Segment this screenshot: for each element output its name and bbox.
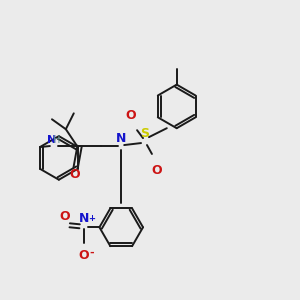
Text: N: N xyxy=(47,135,56,145)
Text: N: N xyxy=(78,212,89,225)
Text: N: N xyxy=(116,132,126,145)
Text: O: O xyxy=(78,249,89,262)
Text: S: S xyxy=(140,127,149,140)
Text: O: O xyxy=(59,210,70,223)
Text: -: - xyxy=(89,248,94,258)
Text: +: + xyxy=(88,214,95,223)
Text: O: O xyxy=(126,109,136,122)
Text: H: H xyxy=(53,135,61,145)
Text: O: O xyxy=(152,164,162,177)
Text: O: O xyxy=(69,168,80,181)
